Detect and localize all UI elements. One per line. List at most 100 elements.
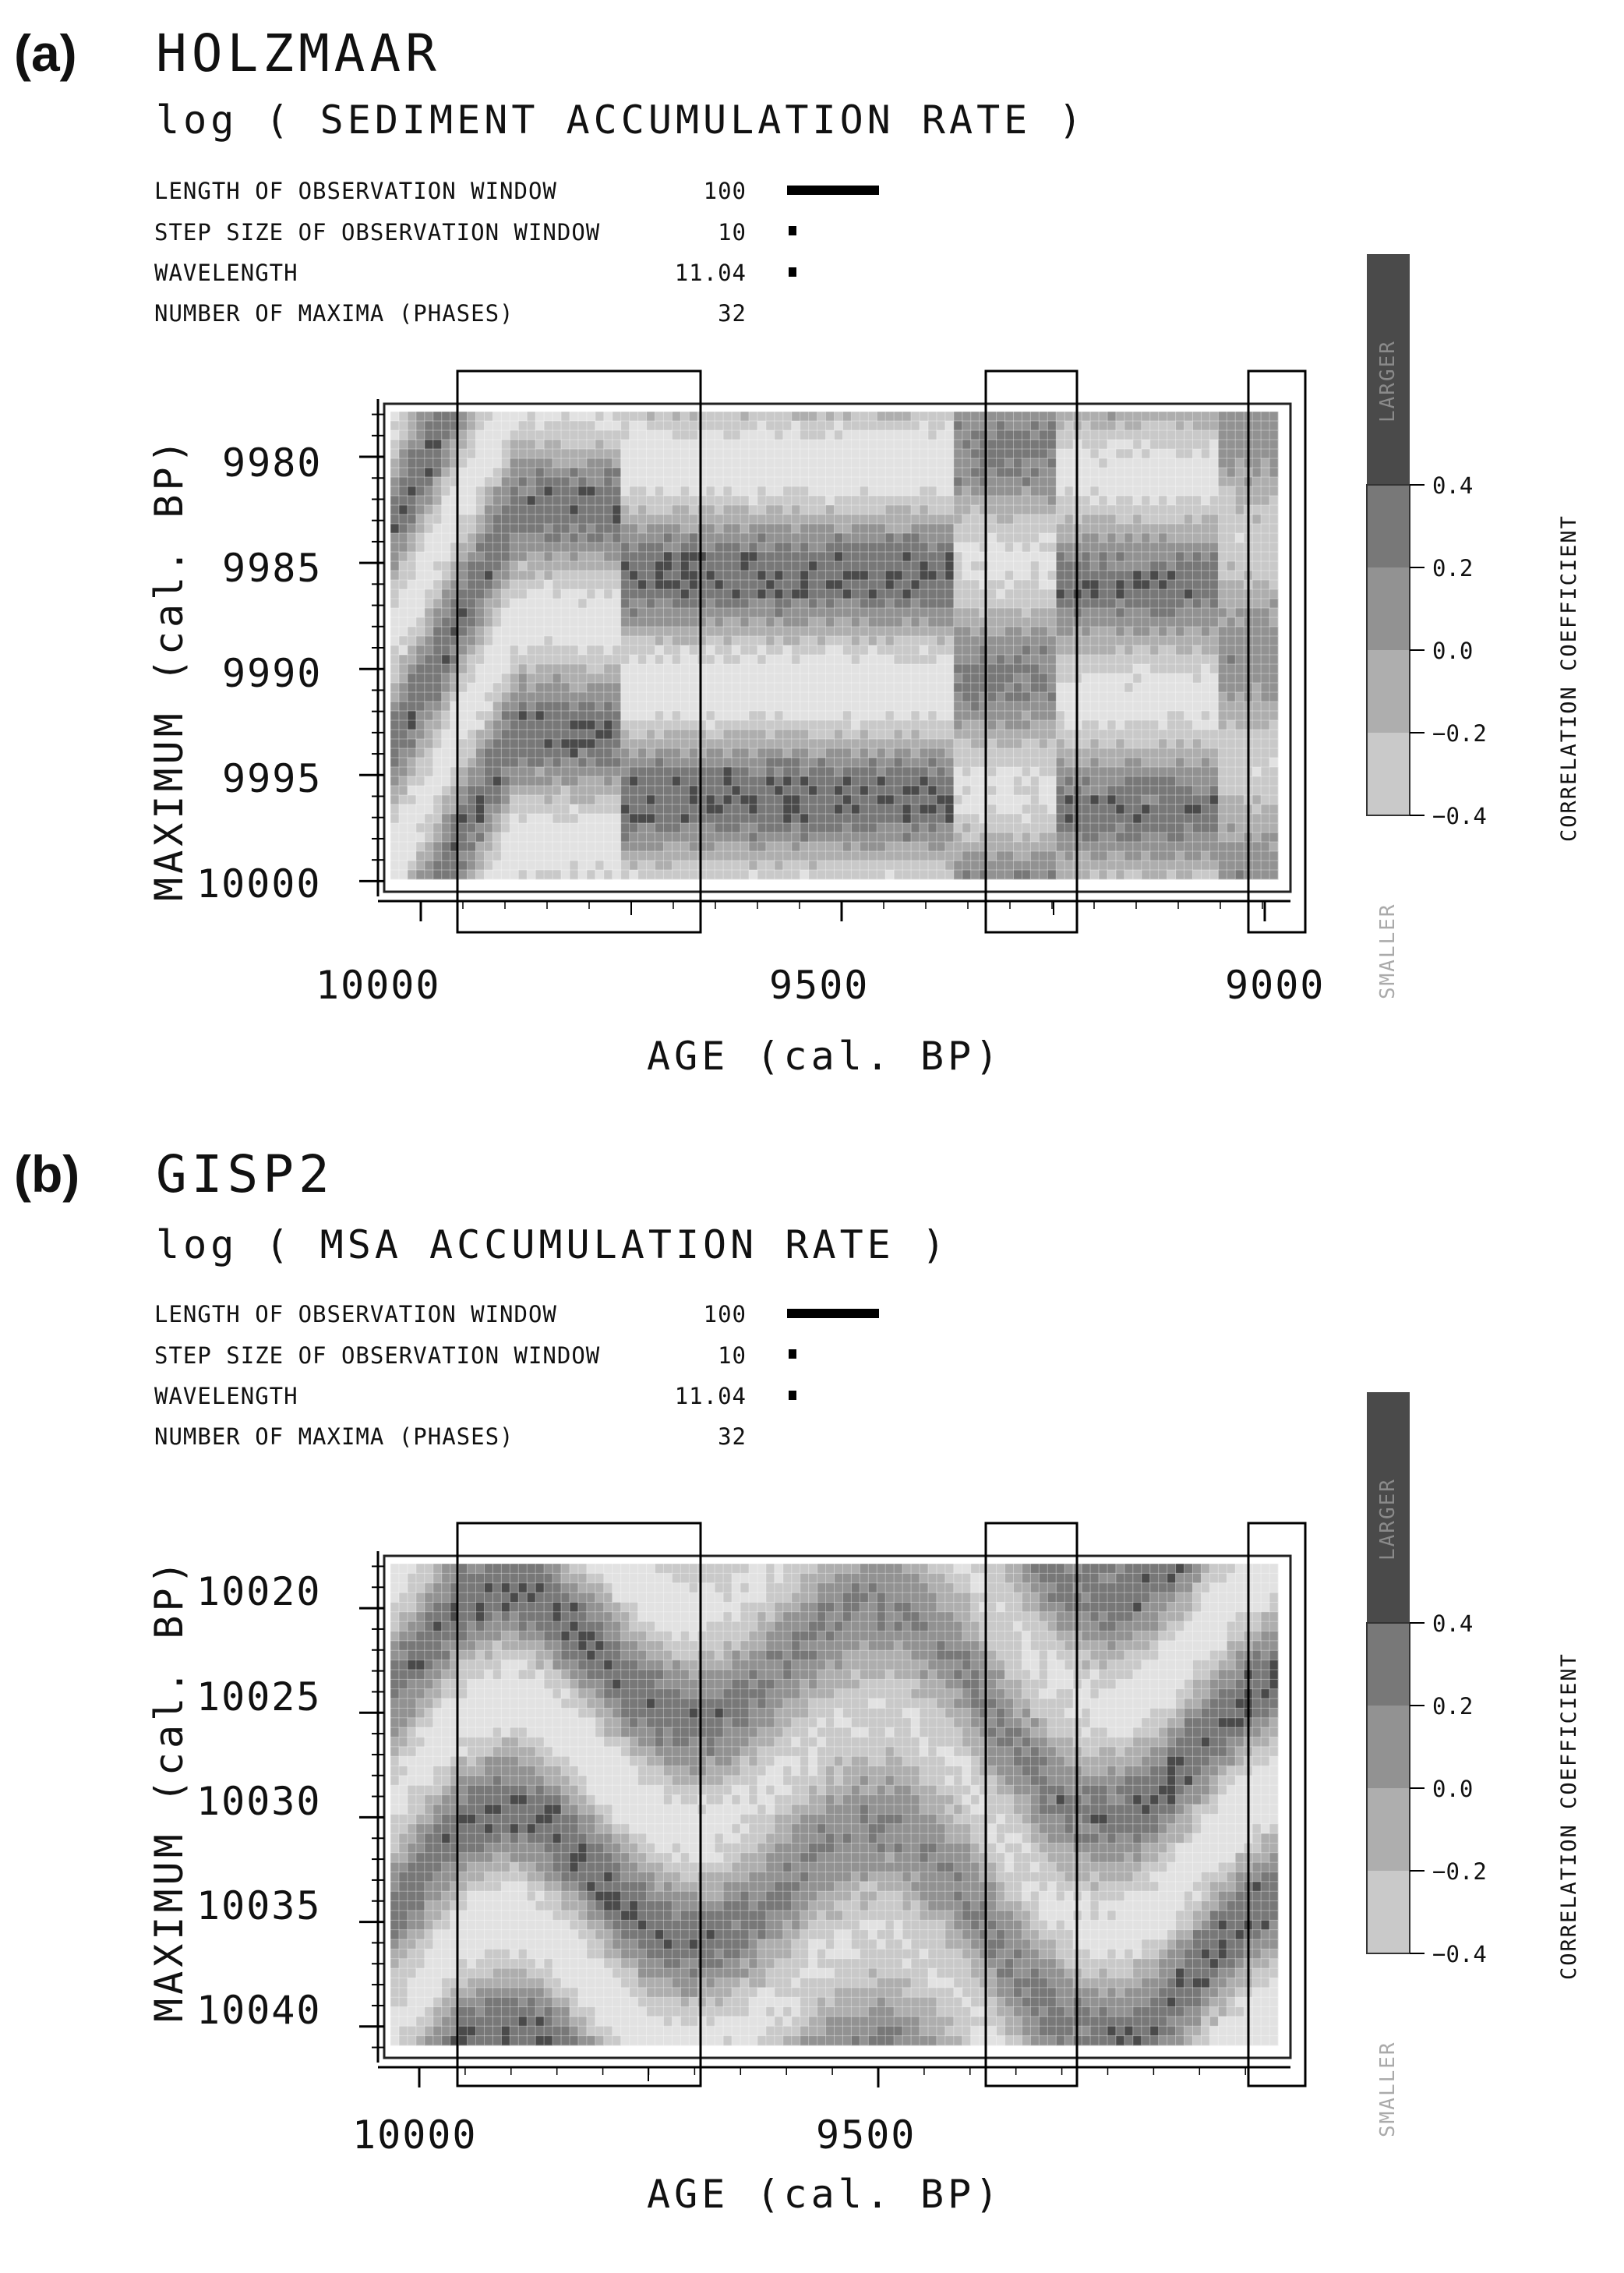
heatmap-cell [749, 795, 758, 805]
heatmap-cell [680, 814, 690, 824]
heatmap-cell [928, 486, 937, 497]
heatmap-cell [629, 543, 639, 553]
heatmap-cell [970, 552, 980, 562]
heatmap-cell [1082, 552, 1091, 562]
heatmap-cell [953, 842, 963, 852]
heatmap-cell [475, 608, 485, 618]
heatmap-cell [510, 730, 519, 740]
heatmap-cell [1115, 720, 1125, 730]
heatmap-cell [1107, 861, 1117, 871]
heatmap-cell [689, 430, 698, 440]
heatmap-cell [586, 758, 596, 768]
heatmap-cell [1192, 599, 1202, 609]
heatmap-cell [390, 599, 400, 609]
heatmap-cell [765, 804, 775, 815]
heatmap-cell [424, 655, 434, 665]
heatmap-cell [501, 561, 510, 571]
heatmap-cell [1124, 720, 1134, 730]
heatmap-cell [441, 851, 451, 861]
heatmap-cell [1218, 468, 1227, 478]
heatmap-cell [782, 636, 793, 646]
heatmap-cell [851, 786, 860, 796]
heatmap-cell [655, 440, 664, 450]
heatmap-cell [757, 748, 767, 758]
heatmap-cell [458, 552, 468, 562]
heatmap-cell [441, 458, 451, 468]
heatmap-cell [441, 561, 451, 571]
heatmap-cell [808, 823, 817, 833]
heatmap-cell [680, 786, 690, 796]
heatmap-cell [577, 814, 588, 824]
heatmap-cell [1090, 814, 1100, 824]
heatmap-cell [765, 580, 775, 590]
heatmap-cell [1013, 739, 1022, 749]
heatmap-cell [1175, 702, 1184, 712]
heatmap-cell [842, 786, 852, 796]
heatmap-cell [1090, 543, 1100, 553]
heatmap-cell [851, 673, 860, 684]
heatmap-cell [553, 580, 562, 590]
heatmap-cell [1124, 477, 1134, 487]
heatmap-cell [723, 711, 733, 721]
heatmap-cell [655, 449, 664, 459]
heatmap-cell [586, 505, 596, 515]
heatmap-cell [902, 458, 912, 468]
heatmap-cell [1004, 617, 1014, 627]
heatmap-cell [757, 842, 767, 852]
heatmap-cell [774, 842, 784, 852]
heatmap-cell [458, 851, 468, 861]
heatmap-cell [697, 561, 707, 571]
heatmap-cell [1107, 776, 1117, 787]
heatmap-cell [1158, 514, 1168, 525]
heatmap-cell [1099, 786, 1108, 796]
heatmap-cell [740, 477, 750, 487]
heatmap-cell [1192, 664, 1202, 674]
heatmap-cell [868, 673, 877, 684]
heatmap-cell [1004, 692, 1014, 702]
heatmap-cell [1115, 524, 1125, 534]
heatmap-cell [501, 580, 510, 590]
heatmap-cell [399, 645, 408, 656]
heatmap-cell [842, 673, 852, 684]
heatmap-cell [475, 861, 485, 871]
heatmap-cell [970, 748, 980, 758]
heatmap-cell [450, 851, 460, 861]
heatmap-cell [1201, 748, 1210, 758]
heatmap-cell [1149, 645, 1160, 656]
heatmap-cell [1039, 533, 1048, 543]
heatmap-cell [1235, 571, 1244, 581]
heatmap-cell [765, 449, 775, 459]
heatmap-cell [1201, 627, 1210, 637]
heatmap-cell [928, 804, 937, 815]
heatmap-cell [834, 730, 843, 740]
heatmap-cell [868, 814, 877, 824]
heatmap-cell [450, 720, 460, 730]
heatmap-cell [825, 412, 835, 422]
heatmap-cell [715, 599, 724, 609]
heatmap-cell [467, 823, 476, 833]
heatmap-cell [680, 748, 690, 758]
heatmap-cell [1192, 468, 1202, 478]
heatmap-cell [1201, 514, 1210, 525]
heatmap-cell [1013, 589, 1022, 599]
heatmap-cell [646, 599, 655, 609]
heatmap-cell [706, 430, 715, 440]
heatmap-cell [1235, 673, 1244, 684]
heatmap-cell [740, 702, 750, 712]
heatmap-cell [544, 786, 553, 796]
heatmap-cell [860, 645, 869, 656]
heatmap-cell [535, 514, 545, 525]
heatmap-cell [518, 636, 528, 646]
heatmap-cell [902, 608, 912, 618]
heatmap-cell [527, 842, 536, 852]
heatmap-cell [407, 533, 417, 543]
heatmap-cell [390, 758, 400, 768]
heatmap-cell [510, 589, 519, 599]
heatmap-cell [825, 533, 835, 543]
heatmap-cell [715, 870, 724, 880]
heatmap-cell [501, 514, 510, 525]
heatmap-cell [535, 673, 545, 684]
heatmap-cell [501, 832, 510, 843]
heatmap-cell [1064, 804, 1074, 815]
heatmap-cell [715, 767, 724, 777]
